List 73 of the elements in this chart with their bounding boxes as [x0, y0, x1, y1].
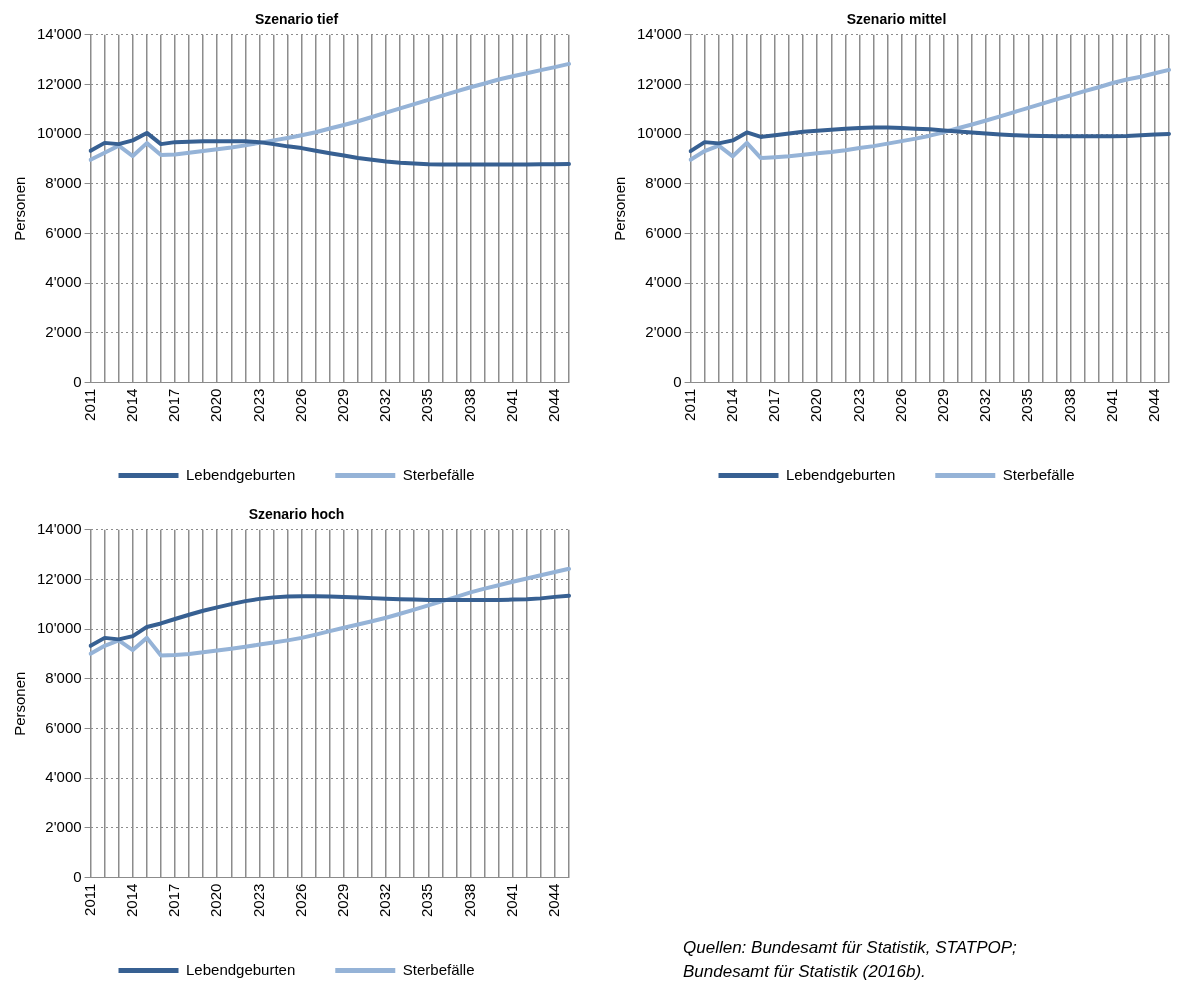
legend-label: Sterbefälle [402, 960, 475, 978]
x-tick-label: 2017 [165, 388, 183, 423]
x-tick-label: 2023 [249, 388, 267, 423]
x-tick-label: 2026 [291, 883, 309, 918]
y-tick-label: 6'000 [45, 223, 82, 241]
y-tick-label: 2'000 [45, 323, 82, 341]
chart-title: Szenario hoch [248, 506, 345, 523]
x-tick-label: 2044 [545, 883, 563, 918]
x-tick-label: 2032 [976, 388, 994, 423]
x-tick-label: 2014 [722, 388, 740, 423]
x-tick-label: 2011 [680, 388, 698, 421]
x-tick-label: 2023 [249, 883, 267, 918]
x-tick-label: 2026 [891, 388, 909, 423]
x-tick-label: 2029 [334, 388, 351, 423]
y-tick-label: 12'000 [37, 569, 82, 587]
x-tick-label: 2035 [418, 388, 436, 423]
x-tick-label: 2026 [291, 388, 309, 423]
y-tick-label: 10'000 [637, 124, 682, 142]
y-tick-label: 12'000 [37, 74, 82, 92]
y-tick-label: 2'000 [645, 323, 682, 341]
x-tick-label: 2041 [1102, 388, 1120, 423]
legend-label: Sterbefälle [1002, 465, 1075, 483]
y-tick-label: 14'000 [637, 24, 682, 42]
chart-title: Szenario mittel [846, 11, 947, 28]
x-tick-label: 2041 [502, 388, 520, 423]
x-tick-label: 2020 [807, 388, 825, 423]
x-tick-label: 2038 [1060, 388, 1078, 423]
y-axis-title: Personen [611, 176, 629, 241]
x-tick-label: 2014 [122, 883, 140, 918]
legend-label: Lebendgeburten [186, 960, 296, 978]
y-tick-label: 0 [73, 372, 82, 390]
y-tick-label: 8'000 [45, 174, 82, 192]
y-tick-label: 14'000 [37, 519, 82, 537]
x-tick-label: 2032 [376, 388, 394, 423]
x-tick-label: 2023 [849, 388, 867, 423]
source-note: Quellen: Bundesamt für Statistik, STATPOP; Bundesamt für Statistik (2016b). [683, 937, 1018, 983]
x-tick-label: 2011 [80, 388, 98, 421]
x-tick-label: 2038 [460, 883, 478, 918]
y-tick-label: 12'000 [637, 74, 682, 92]
y-tick-label: 6'000 [45, 718, 82, 736]
y-tick-label: 4'000 [645, 273, 682, 291]
y-tick-label: 10'000 [37, 619, 82, 637]
x-tick-label: 2014 [122, 388, 140, 423]
x-tick-label: 2029 [934, 388, 951, 423]
x-tick-label: 2011 [80, 883, 98, 916]
y-axis-title: Personen [11, 176, 29, 241]
legend-label: Lebendgeburten [786, 465, 896, 483]
x-tick-label: 2032 [376, 883, 394, 918]
y-tick-label: 0 [673, 372, 682, 390]
x-tick-label: 2044 [1145, 388, 1163, 423]
x-tick-label: 2041 [502, 883, 520, 918]
legend-label: Lebendgeburten [186, 465, 296, 483]
x-tick-label: 2035 [418, 883, 436, 918]
x-tick-label: 2017 [765, 388, 783, 423]
y-tick-label: 0 [73, 867, 82, 885]
x-tick-label: 2029 [334, 883, 351, 918]
x-tick-label: 2044 [545, 388, 563, 423]
chart-title: Szenario tief [254, 11, 339, 28]
y-tick-label: 6'000 [645, 223, 682, 241]
y-tick-label: 2'000 [45, 818, 82, 836]
x-tick-label: 2020 [207, 883, 225, 918]
y-axis-title: Personen [11, 671, 29, 736]
y-tick-label: 10'000 [37, 124, 82, 142]
x-tick-label: 2038 [460, 388, 478, 423]
x-tick-label: 2020 [207, 388, 225, 423]
legend-label: Sterbefälle [402, 465, 475, 483]
x-tick-label: 2035 [1018, 388, 1036, 423]
y-tick-label: 8'000 [45, 669, 82, 687]
y-tick-label: 4'000 [45, 768, 82, 786]
x-tick-label: 2017 [165, 883, 183, 918]
y-tick-label: 4'000 [45, 273, 82, 291]
y-tick-label: 14'000 [37, 24, 82, 42]
y-tick-label: 8'000 [645, 174, 682, 192]
